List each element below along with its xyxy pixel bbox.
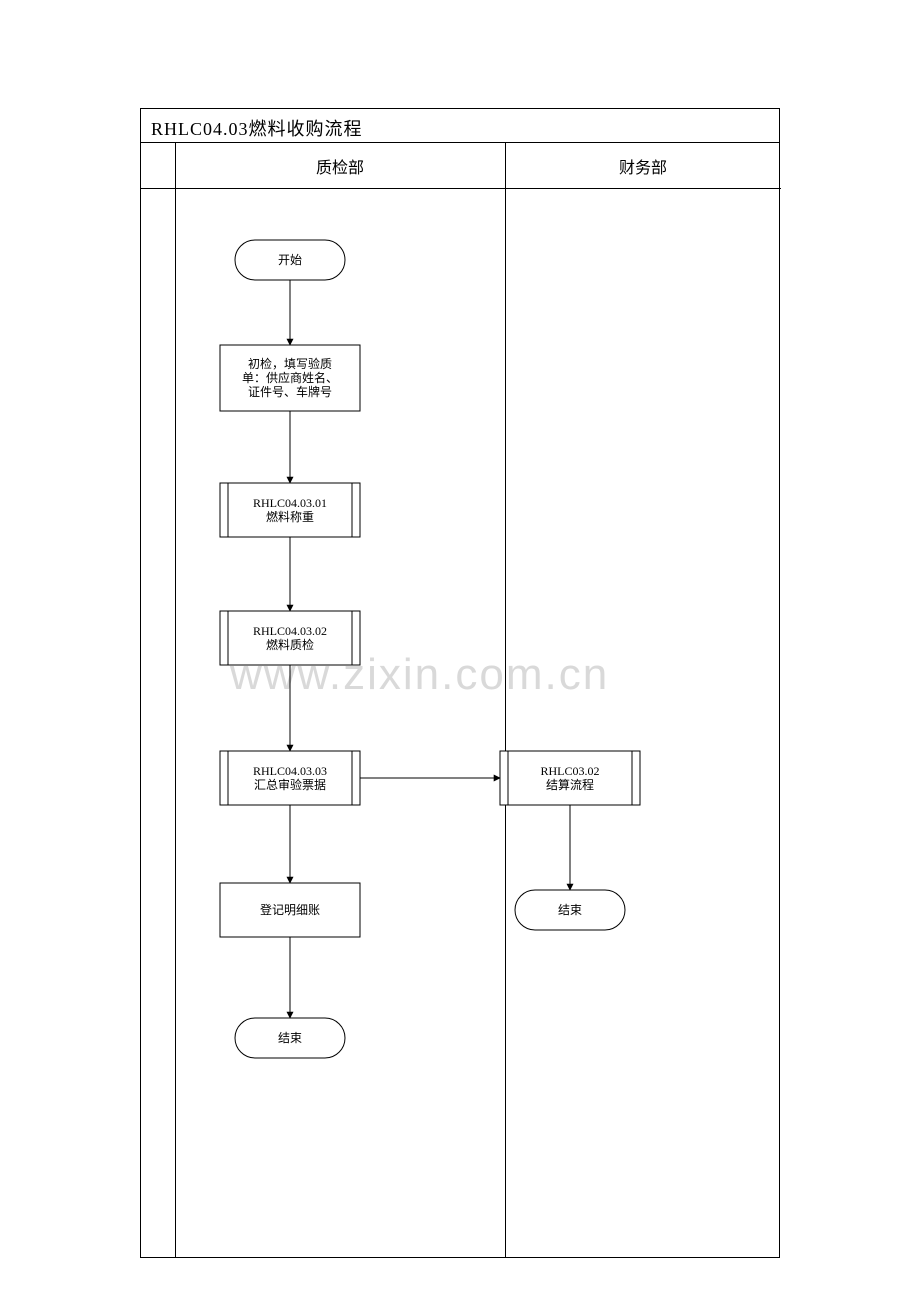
svg-text:单：供应商姓名、: 单：供应商姓名、	[242, 370, 338, 385]
svg-text:初检，填写验质: 初检，填写验质	[248, 356, 332, 371]
page-root: www.zixin.com.cn RHLC04.03燃料收购流程 质检部 财务部…	[0, 0, 920, 1302]
svg-text:结算流程: 结算流程	[546, 777, 594, 792]
flowchart-svg: 开始初检，填写验质单：供应商姓名、证件号、车牌号 RHLC04.03.01燃料称重…	[0, 0, 920, 1302]
svg-text:RHLC03.02: RHLC03.02	[540, 764, 599, 778]
svg-text:RHLC04.03.02: RHLC04.03.02	[253, 624, 327, 638]
svg-text:证件号、车牌号: 证件号、车牌号	[248, 384, 332, 399]
svg-text:结束: 结束	[558, 903, 582, 917]
svg-text:燃料质检: 燃料质检	[266, 637, 314, 652]
svg-text:结束: 结束	[278, 1031, 302, 1045]
svg-text:RHLC04.03.03: RHLC04.03.03	[253, 764, 327, 778]
svg-text:燃料称重: 燃料称重	[266, 509, 314, 524]
svg-text:开始: 开始	[278, 253, 302, 267]
svg-text:RHLC04.03.01: RHLC04.03.01	[253, 496, 327, 510]
svg-text:登记明细账: 登记明细账	[260, 902, 320, 917]
svg-text:汇总审验票据: 汇总审验票据	[254, 777, 326, 792]
